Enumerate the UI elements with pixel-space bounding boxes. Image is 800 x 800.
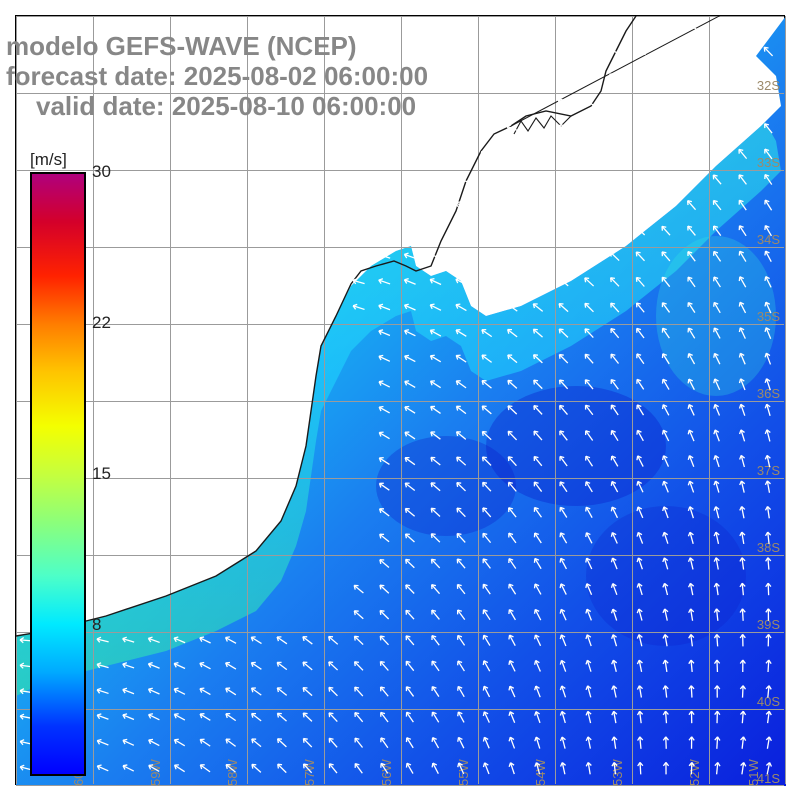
colorbar-tick-15: 15 [92,464,111,484]
colorbar-tick-30: 30 [92,162,111,182]
colorbar-tick-22: 22 [92,313,111,333]
colorbar-gradient [30,172,86,776]
valid-date-line: valid date: 2025-08-10 06:00:00 [6,92,428,122]
colorbar-unit-label: [m/s] [30,150,67,170]
wave-forecast-map: modelo GEFS-WAVE (NCEP) forecast date: 2… [0,0,800,800]
title-block: modelo GEFS-WAVE (NCEP) forecast date: 2… [6,32,428,122]
model-title: modelo GEFS-WAVE (NCEP) [6,32,428,62]
colorbar-tick-8: 8 [92,615,101,635]
colorbar[interactable]: 30 22 15 8 [30,172,86,776]
map-plot-area: 60W 59W 58W 57W 56W 55W 54W 53W 52W 51W … [15,15,785,785]
forecast-date-line: forecast date: 2025-08-02 06:00:00 [6,62,428,92]
